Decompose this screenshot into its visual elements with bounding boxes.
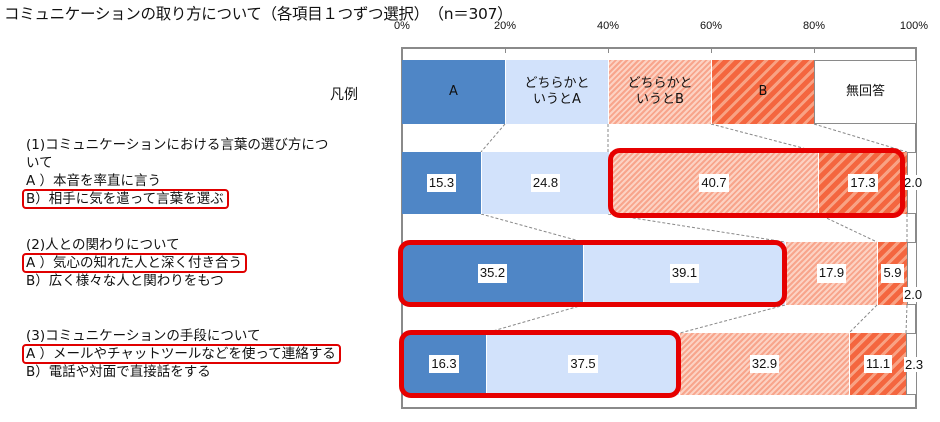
x-tick-0: 0%: [394, 20, 410, 32]
x-tick-20: 20%: [493, 20, 517, 32]
question-1-title: (1)コミュニケーションにおける言葉の選び方につ: [26, 137, 329, 153]
bar-row-2: 35.2 39.1 17.9 5.9: [402, 242, 917, 305]
plot-frame: [401, 47, 917, 409]
question-3-option-a-highlighted: A ）メールやチャットツールなどを使って連絡する: [22, 344, 341, 364]
segment-no-answer: [907, 242, 917, 305]
question-2-title: (2)人との関わりについて: [26, 237, 180, 253]
value-label: 17.3: [848, 173, 878, 193]
segment-rather-b: 32.9: [679, 333, 849, 395]
value-label-no-answer-1: 2.0: [903, 175, 924, 190]
legend-label-rather-b-1: どちらかと: [627, 75, 693, 91]
value-label: 11.1: [863, 354, 893, 374]
tickmark-80: [814, 47, 815, 53]
question-3-option-b: B）電話や対面で直接話をする: [26, 364, 211, 380]
x-tick-80: 80%: [802, 20, 826, 32]
segment-rather-a: 37.5: [486, 333, 679, 395]
value-label: 35.2: [477, 264, 508, 283]
question-2-label: (2)人との関わりについて A ）気心の知れた人と深く付き合う B）広く様々な人…: [22, 236, 248, 290]
value-label: 15.3: [426, 173, 457, 193]
question-3-title: (3)コミュニケーションの手段について: [26, 328, 261, 344]
question-3-label: (3)コミュニケーションの手段について A ）メールやチャットツールなどを使って…: [22, 327, 341, 381]
value-label: 39.1: [669, 264, 700, 283]
legend-item-rather-a: どちらかと いうとA: [505, 60, 608, 124]
legend-label-rather-a-2: いうとA: [533, 92, 581, 107]
legend-label-a: A: [449, 83, 458, 99]
legend-label-rather-b-2: いうとB: [636, 92, 684, 107]
value-label: 32.9: [749, 354, 780, 374]
value-label: 37.5: [568, 354, 598, 374]
question-1-option-b-highlighted: B）相手に気を遣って言葉を選ぶ: [22, 189, 229, 209]
legend-label-b: B: [758, 83, 768, 99]
value-label: 5.9: [881, 264, 904, 283]
segment-b: 5.9: [877, 242, 907, 305]
question-1-option-a: A ）本音を率直に言う: [26, 173, 162, 189]
tickmark-20: [505, 47, 506, 53]
legend-title: 凡例: [330, 87, 358, 103]
value-label: 40.7: [699, 173, 729, 193]
value-label: 17.9: [816, 264, 847, 283]
legend-item-no-answer: 無回答: [814, 60, 917, 124]
legend-label-no-answer: 無回答: [845, 83, 885, 99]
legend-item-rather-b: どちらかと いうとB: [608, 60, 711, 124]
legend-item-b: B: [711, 60, 814, 124]
segment-a: 16.3: [402, 333, 486, 395]
question-2-option-a-highlighted: A ）気心の知れた人と深く付き合う: [22, 253, 248, 273]
x-tick-60: 60%: [699, 20, 723, 32]
segment-rather-b: 40.7: [609, 152, 818, 214]
value-label: 16.3: [429, 354, 459, 374]
legend-label-rather-a-1: どちらかと: [524, 75, 590, 91]
question-1-title-cont: いて: [26, 155, 53, 171]
x-tick-100: 100%: [899, 20, 929, 32]
value-label-no-answer-3: 2.3: [904, 357, 925, 372]
chart-title: コミュニケーションの取り方について（各項目１つずつ選択） （n＝307）: [4, 5, 513, 23]
tickmark-40: [608, 47, 609, 53]
legend-bar: A どちらかと いうとA どちらかと いうとB B 無回答: [402, 60, 917, 124]
segment-a: 15.3: [402, 152, 481, 214]
segment-rather-b: 17.9: [785, 242, 877, 305]
legend-item-a: A: [402, 60, 505, 124]
segment-b: 17.3: [818, 152, 907, 214]
x-tick-40: 40%: [596, 20, 620, 32]
value-label: 24.8: [530, 173, 561, 193]
value-label-no-answer-2: 2.0: [903, 287, 924, 302]
bar-row-3: 16.3 37.5 32.9 11.1: [402, 333, 917, 395]
question-1-label: (1)コミュニケーションにおける言葉の選び方につ いて A ）本音を率直に言う …: [22, 136, 329, 209]
segment-rather-a: 39.1: [583, 242, 785, 305]
bar-row-1: 15.3 24.8 40.7 17.3: [402, 152, 917, 214]
segment-rather-a: 24.8: [481, 152, 609, 214]
question-2-option-b: B）広く様々な人と関わりをもつ: [26, 273, 224, 289]
segment-a: 35.2: [402, 242, 583, 305]
segment-b: 11.1: [849, 333, 906, 395]
tickmark-60: [711, 47, 712, 53]
